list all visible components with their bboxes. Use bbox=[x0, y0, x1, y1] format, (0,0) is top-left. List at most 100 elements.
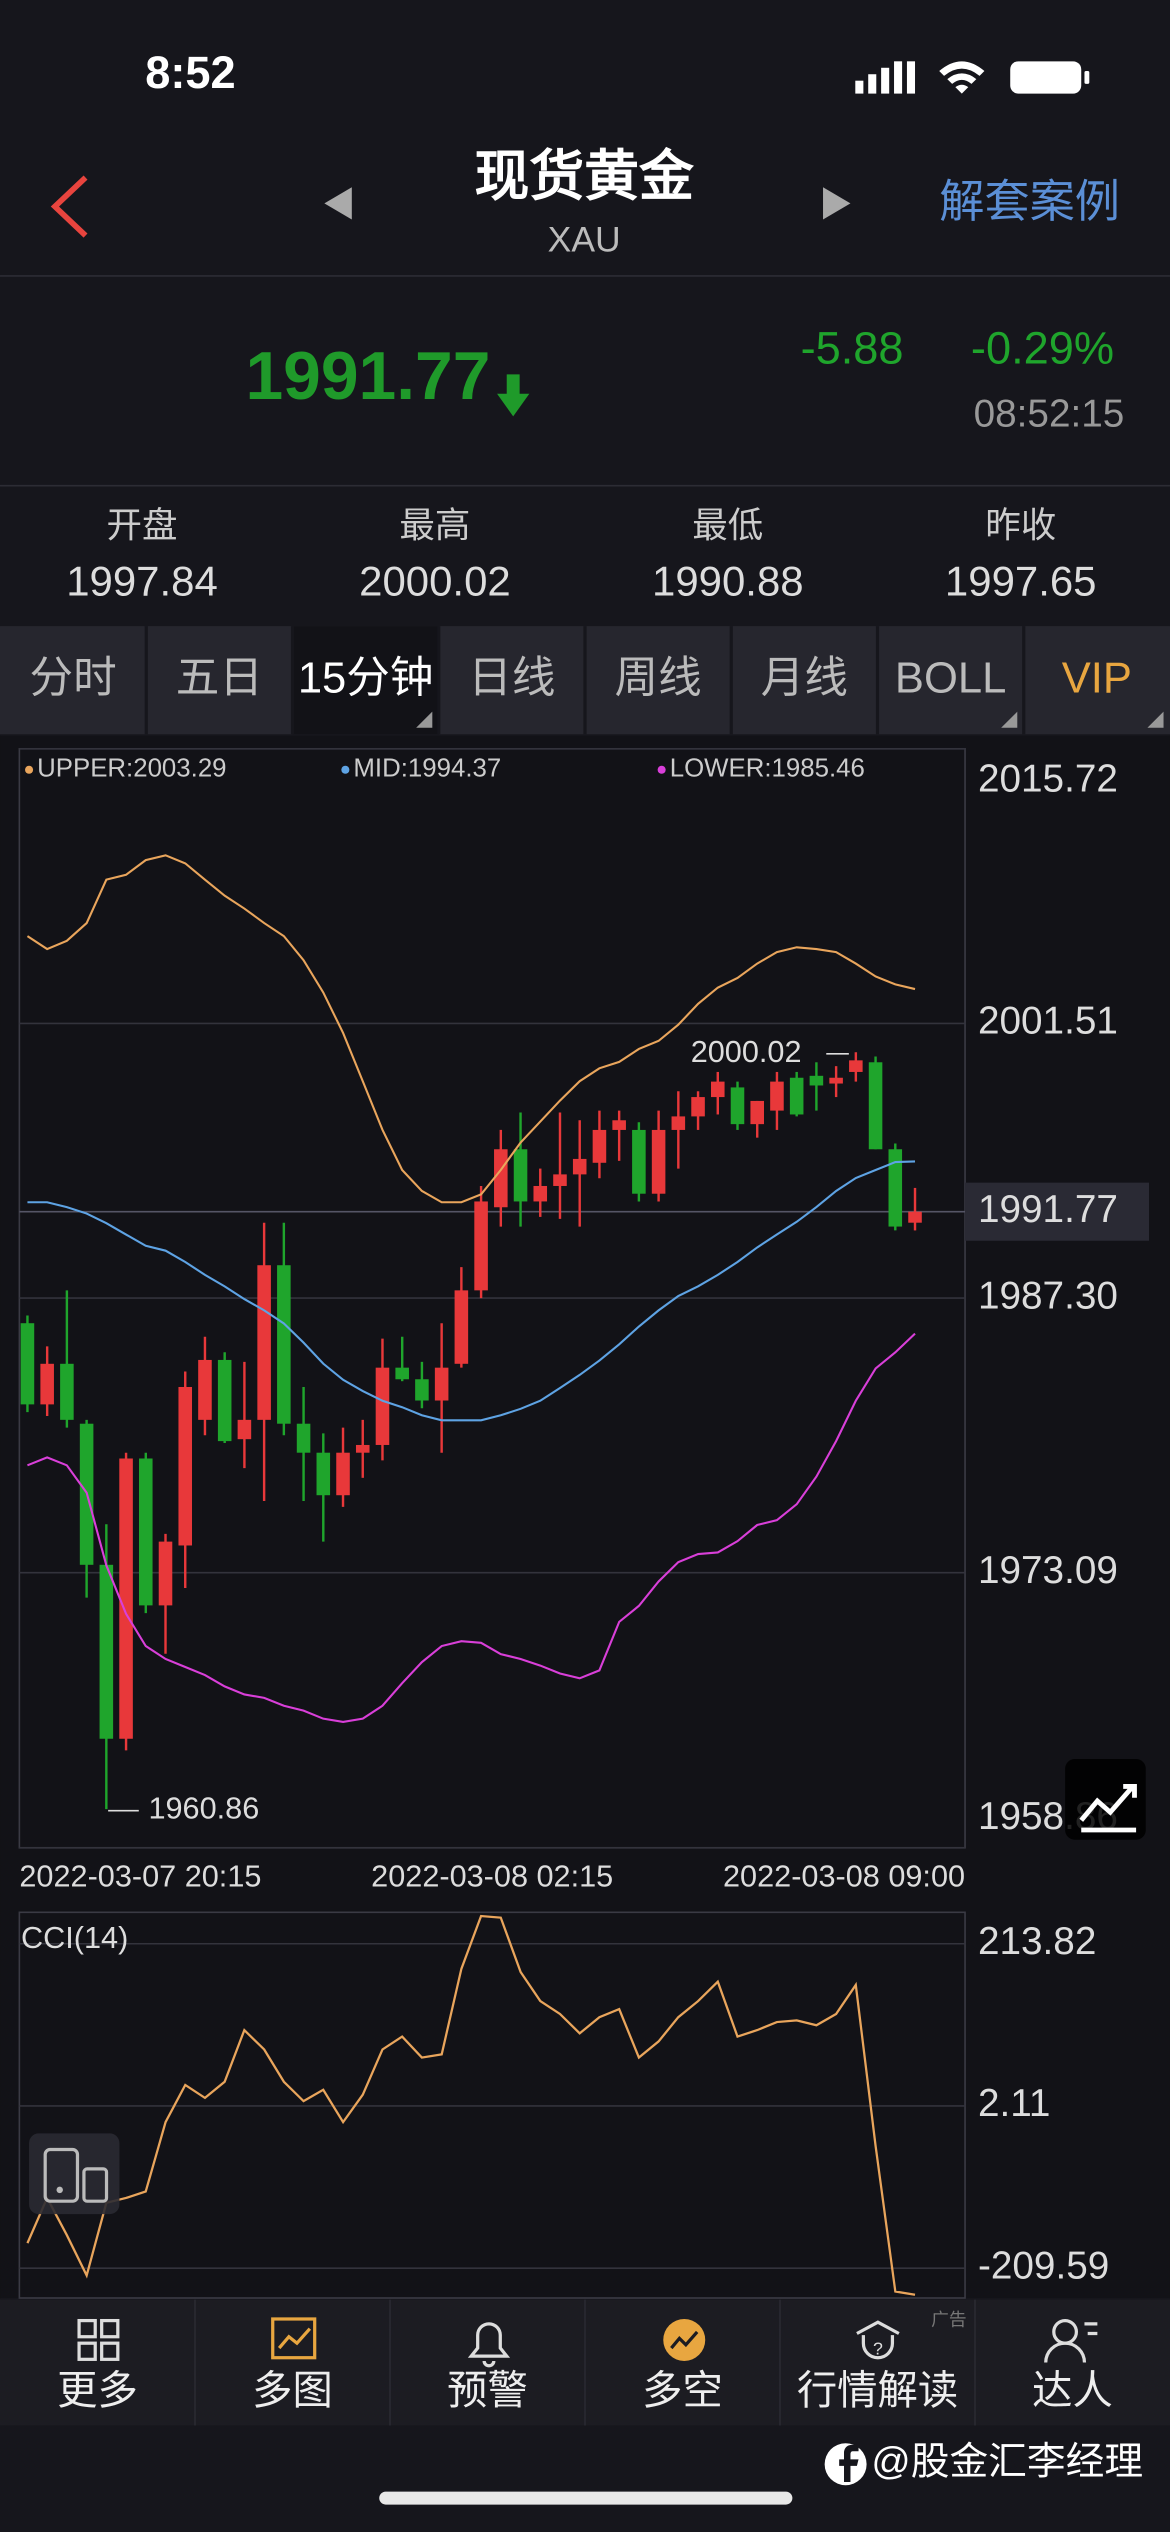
candle-body bbox=[434, 1367, 449, 1401]
candle-body bbox=[908, 1211, 922, 1223]
tab[interactable]: 五日 bbox=[176, 655, 263, 703]
svg-text:?: ? bbox=[873, 2338, 883, 2358]
status-time: 8:52 bbox=[145, 47, 235, 98]
band-line bbox=[27, 1332, 916, 1723]
x-tick-label: 2022-03-08 02:15 bbox=[371, 1860, 613, 1894]
quote-price: 1991.77 bbox=[245, 339, 490, 414]
candle-body bbox=[868, 1062, 883, 1150]
candle-body bbox=[572, 1158, 587, 1175]
header-action[interactable]: 解套案例 bbox=[939, 176, 1120, 227]
watermark bbox=[824, 2443, 867, 2486]
nav-item[interactable]: 多空 bbox=[642, 2367, 723, 2413]
candle-body bbox=[375, 1367, 390, 1445]
y-tick-label: 1987.30 bbox=[978, 1274, 1118, 1317]
candle-body bbox=[99, 1564, 114, 1739]
chart-tool-icon[interactable] bbox=[1065, 1759, 1146, 1840]
stat-value: 2000.02 bbox=[359, 557, 511, 604]
y-tick-label: 213.82 bbox=[978, 1920, 1096, 1963]
tab[interactable]: 周线 bbox=[615, 655, 702, 703]
header-title: 现货黄金 bbox=[474, 145, 694, 207]
last-price-label: 1991.77 bbox=[978, 1188, 1118, 1231]
candle-body bbox=[415, 1379, 429, 1401]
tab[interactable]: 15分钟 bbox=[298, 655, 434, 703]
candle-body bbox=[829, 1077, 843, 1084]
high-annotation: 2000.02 bbox=[691, 1035, 802, 1069]
legend-label: UPPER:2003.29 bbox=[37, 755, 226, 783]
stat-label: 开盘 bbox=[107, 505, 178, 545]
stat-value: 1997.84 bbox=[66, 557, 218, 604]
stat-value: 1997.65 bbox=[945, 557, 1097, 604]
band-line bbox=[27, 1160, 916, 1422]
next-button[interactable] bbox=[823, 187, 851, 220]
candle-body bbox=[277, 1265, 291, 1424]
down-arrow bbox=[497, 374, 530, 417]
watermark-text: @股金汇李经理 bbox=[871, 2440, 1143, 2483]
tab[interactable]: 日线 bbox=[468, 655, 555, 703]
switch-icon[interactable] bbox=[29, 2133, 120, 2215]
ad-label: 广告 bbox=[931, 2309, 967, 2329]
candle-body bbox=[849, 1060, 863, 1072]
y-tick-label: 2015.72 bbox=[978, 757, 1118, 800]
candle-body bbox=[651, 1129, 666, 1194]
y-tick-label: 1973.09 bbox=[978, 1549, 1118, 1592]
candle-body bbox=[316, 1452, 331, 1496]
stat-label: 最高 bbox=[399, 505, 470, 545]
candle-body bbox=[888, 1149, 903, 1227]
quote-change: -5.88 bbox=[801, 323, 904, 374]
cci-chart: 213.82 2.11 -209.59 CCI(14) bbox=[19, 1914, 1109, 2296]
quote-change-pct: -0.29% bbox=[971, 323, 1114, 374]
candle-body bbox=[789, 1077, 804, 1115]
nav-item[interactable]: 达人 bbox=[1032, 2367, 1113, 2413]
x-tick-label: 2022-03-08 09:00 bbox=[723, 1860, 965, 1894]
candle-body bbox=[296, 1423, 311, 1453]
header-subtitle: XAU bbox=[548, 219, 621, 259]
prev-button[interactable] bbox=[324, 187, 352, 220]
nav-icons: ? bbox=[77, 2317, 1098, 2368]
low-annotation: 1960.86 bbox=[148, 1792, 259, 1826]
candle-body bbox=[237, 1419, 252, 1440]
candle-body bbox=[60, 1363, 74, 1420]
candle-body bbox=[139, 1458, 153, 1606]
candle-body bbox=[553, 1174, 567, 1186]
candle-body bbox=[395, 1367, 409, 1380]
candle-body bbox=[691, 1097, 705, 1117]
legend-dot bbox=[341, 765, 350, 774]
candle-body bbox=[178, 1386, 193, 1546]
tab[interactable]: BOLL bbox=[895, 655, 1006, 703]
candle-body bbox=[750, 1100, 765, 1125]
tab[interactable]: 分时 bbox=[30, 655, 117, 703]
candle-body bbox=[355, 1444, 370, 1453]
cci-line bbox=[26, 1914, 916, 2296]
cci-label: CCI(14) bbox=[21, 1921, 128, 1955]
candle-body bbox=[513, 1149, 528, 1202]
chart-area bbox=[0, 735, 1170, 2299]
tab[interactable]: 月线 bbox=[761, 655, 848, 703]
candle-body bbox=[612, 1120, 626, 1130]
cci-frame bbox=[18, 1911, 966, 2299]
candle-body bbox=[158, 1541, 173, 1606]
candle-body bbox=[730, 1087, 745, 1125]
candle-body bbox=[770, 1081, 784, 1111]
nav-item[interactable]: 更多 bbox=[57, 2367, 138, 2413]
tab[interactable]: VIP bbox=[1062, 655, 1132, 703]
back-button[interactable] bbox=[50, 175, 88, 238]
candle-body bbox=[671, 1116, 686, 1130]
nav-item[interactable]: 行情解读 bbox=[797, 2367, 958, 2413]
candle-body bbox=[257, 1265, 271, 1420]
nav-item[interactable]: 预警 bbox=[447, 2367, 528, 2413]
stats-row: 开盘 1997.84 最高 2000.02 最低 1990.88 昨收 1997.65 bbox=[66, 505, 1096, 604]
stat-label: 昨收 bbox=[985, 505, 1056, 545]
candle-body bbox=[40, 1363, 54, 1405]
candle-body bbox=[454, 1290, 469, 1364]
candle-body bbox=[198, 1359, 212, 1420]
tabs: 分时 五日 15分钟 日线 周线 月线 BOLL VIP bbox=[30, 626, 1164, 735]
candle-body bbox=[336, 1452, 350, 1496]
candle-body bbox=[217, 1359, 232, 1442]
tab-selected-bg bbox=[292, 626, 439, 735]
nav-item[interactable]: 多图 bbox=[252, 2367, 333, 2413]
y-tick-label: 2001.51 bbox=[978, 1000, 1118, 1043]
legend-dot bbox=[25, 765, 34, 774]
candle-body bbox=[533, 1185, 548, 1202]
